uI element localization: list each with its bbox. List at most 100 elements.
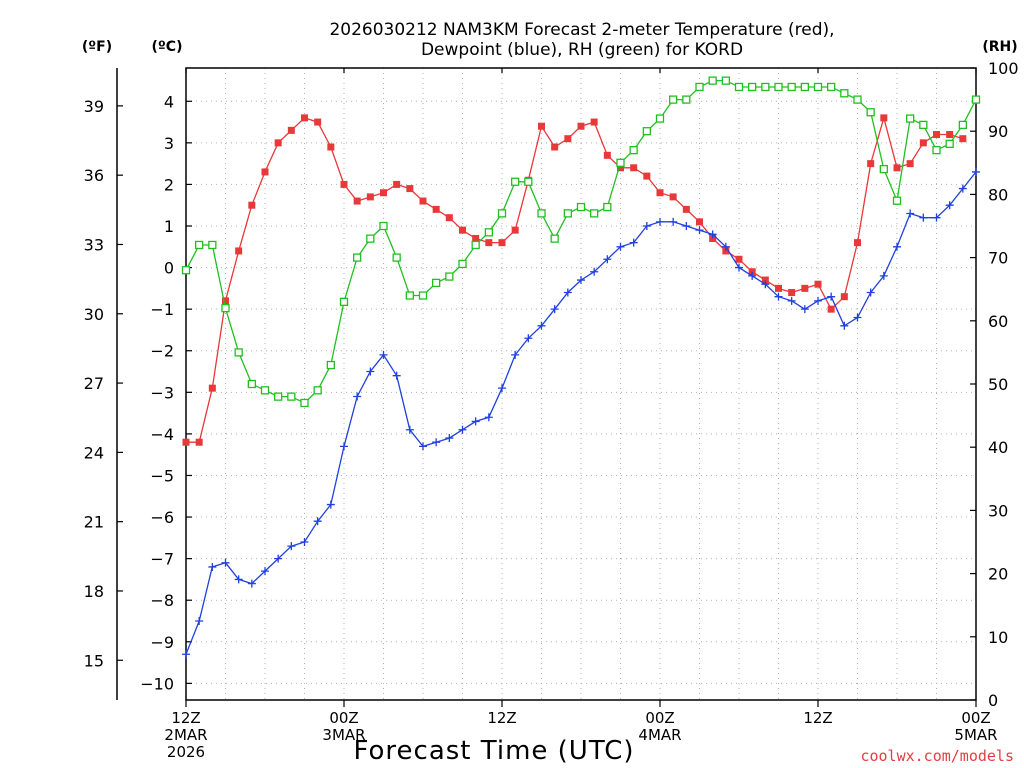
rh-point — [879, 164, 888, 174]
dewpoint-point — [787, 296, 796, 305]
dewpoint-point — [405, 425, 414, 434]
rh-point — [827, 82, 836, 92]
chart-title-line2: Dewpoint (blue), RH (green) for KORD — [421, 40, 743, 60]
rh-point — [418, 291, 428, 300]
dewpoint-point — [234, 575, 243, 584]
celsius-tick-label: −8 — [150, 591, 174, 610]
rh-tick-label: 70 — [988, 249, 1008, 268]
temperature-point — [340, 180, 348, 188]
rh-point — [524, 177, 533, 186]
temperature-point — [353, 197, 361, 205]
temperature-point — [682, 205, 690, 213]
temperature-point — [709, 234, 717, 242]
rh-point — [405, 291, 414, 300]
temperature-point — [511, 226, 519, 234]
rh-tick-label: 80 — [988, 185, 1008, 204]
rh-point — [339, 297, 349, 306]
rh-tick-label: 50 — [988, 375, 1008, 394]
rh-point — [892, 196, 902, 205]
dewpoint-point — [484, 413, 493, 422]
dewpoint-point — [682, 222, 691, 230]
temperature-point — [906, 160, 914, 168]
temperature-point — [406, 185, 414, 193]
rh-point — [221, 304, 230, 313]
temperature-point — [222, 297, 229, 305]
fahrenheit-tick-label: 33 — [84, 235, 104, 254]
dewpoint-point — [498, 384, 506, 393]
celsius-tick-label: −10 — [140, 674, 174, 693]
rh-point — [260, 386, 270, 395]
dewpoint-point — [353, 392, 362, 401]
dewpoint-point — [340, 442, 348, 451]
rh-point — [682, 95, 691, 104]
rh-point — [366, 234, 375, 243]
dewpoint-point — [563, 288, 572, 297]
rh-series — [181, 76, 981, 408]
rh-point — [274, 392, 283, 401]
temperature-point — [722, 247, 730, 255]
rh-point — [326, 360, 335, 370]
dewpoint-point — [853, 313, 862, 322]
dewpoint-point — [906, 209, 915, 218]
dewpoint-point — [669, 217, 678, 226]
rh-point — [813, 82, 823, 92]
dewpoint-point — [392, 371, 401, 380]
temperature-point — [761, 276, 769, 284]
temperature-point — [472, 234, 480, 242]
temperature-point — [735, 255, 743, 263]
temperature-point — [748, 268, 756, 276]
celsius-tick-label: −5 — [150, 466, 174, 485]
dewpoint-point — [537, 321, 546, 330]
rh-point — [971, 95, 981, 104]
dewpoint-point — [195, 617, 204, 625]
dewpoint-point — [642, 222, 651, 230]
dewpoint-point — [182, 650, 190, 659]
temperature-point — [182, 438, 190, 446]
rh-tick-label: 20 — [988, 565, 1008, 584]
temperature-point — [630, 164, 638, 172]
rh-point — [906, 114, 915, 123]
dewpoint-point — [761, 280, 770, 289]
celsius-unit-label: (ºC) — [152, 39, 183, 55]
rh-point — [195, 240, 204, 250]
rh-point — [616, 158, 625, 167]
celsius-tick-label: −6 — [150, 508, 174, 527]
time-tick-label: 00Z — [329, 709, 358, 727]
celsius-tick-label: 3 — [164, 134, 174, 153]
dewpoint-point — [458, 425, 467, 434]
rh-point — [287, 392, 296, 401]
dewpoint-point — [313, 517, 322, 526]
grid-lines — [186, 68, 976, 700]
temperature-point — [801, 284, 809, 292]
temperature-point — [274, 139, 282, 147]
rh-tick-label: 30 — [988, 501, 1008, 520]
celsius-axis: 4 3 2 1 0 −1 −2 −3 −4 −5 −6 −7 −8 −9 −10 — [140, 92, 192, 693]
rh-point — [669, 95, 678, 104]
temperature-point — [538, 122, 545, 130]
dewpoint-point — [471, 417, 480, 426]
time-tick-date-label: 2MAR — [164, 726, 207, 744]
temperature-point — [617, 164, 624, 172]
dewpoint-point — [721, 242, 730, 251]
temperature-point — [459, 226, 466, 234]
temperature-point — [880, 114, 888, 122]
temperature-point — [551, 143, 559, 151]
fahrenheit-tick-label: 30 — [84, 305, 104, 324]
time-tick-label: 12Z — [803, 709, 832, 727]
dewpoint-point — [866, 288, 875, 297]
temperature-point — [380, 189, 387, 197]
temperature-point — [827, 305, 835, 313]
dewpoint-point — [550, 305, 559, 314]
fahrenheit-axis: 39 36 33 30 27 24 21 18 15 — [84, 97, 123, 670]
rh-tick-label: 90 — [988, 122, 1008, 141]
time-tick-year-label: 2026 — [167, 743, 205, 761]
rh-point — [484, 228, 493, 237]
temperature-point — [814, 280, 822, 288]
temperature-point — [854, 239, 861, 247]
rh-point — [721, 76, 730, 85]
fahrenheit-tick-label: 36 — [84, 166, 104, 185]
celsius-tick-label: −1 — [150, 300, 174, 319]
celsius-tick-label: −9 — [150, 633, 174, 652]
dewpoint-point — [511, 350, 520, 359]
